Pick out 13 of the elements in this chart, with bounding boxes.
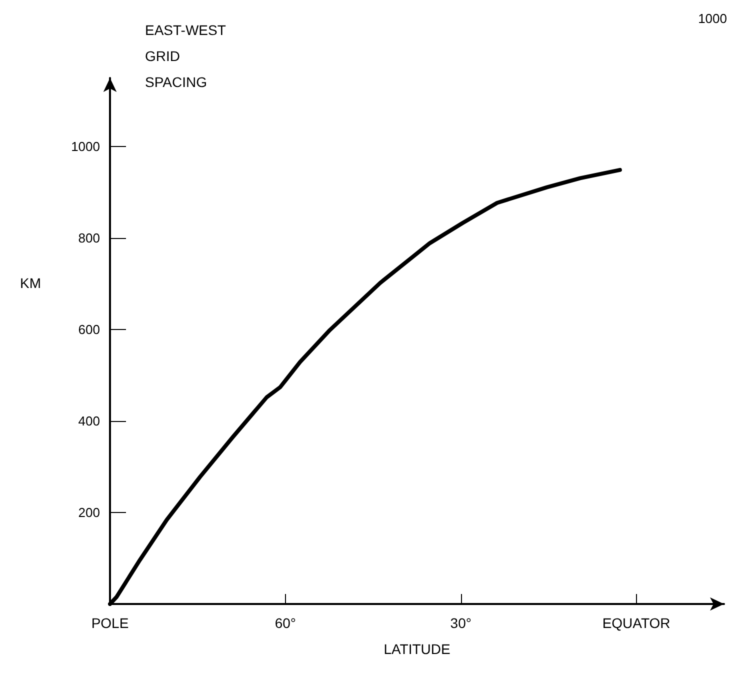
text: 1000 <box>698 11 727 26</box>
x-tick-label: 30° <box>450 615 472 631</box>
y-tick-label: 800 <box>78 230 100 246</box>
x-axis-title: LATITUDE <box>384 641 450 657</box>
x-tick-label: 60° <box>274 615 296 631</box>
y-tick-label: 400 <box>78 414 100 429</box>
y-tick-label: 200 <box>78 505 100 520</box>
chart-title: EAST-WEST GRID SPACING <box>145 22 230 90</box>
y-tick-label: 1000 <box>71 139 100 154</box>
x-tick-label: EQUATOR <box>602 615 670 631</box>
y-tick-label: 600 <box>78 322 100 338</box>
y-axis-title: KM <box>20 275 41 291</box>
x-tick-label: POLE <box>91 615 129 631</box>
